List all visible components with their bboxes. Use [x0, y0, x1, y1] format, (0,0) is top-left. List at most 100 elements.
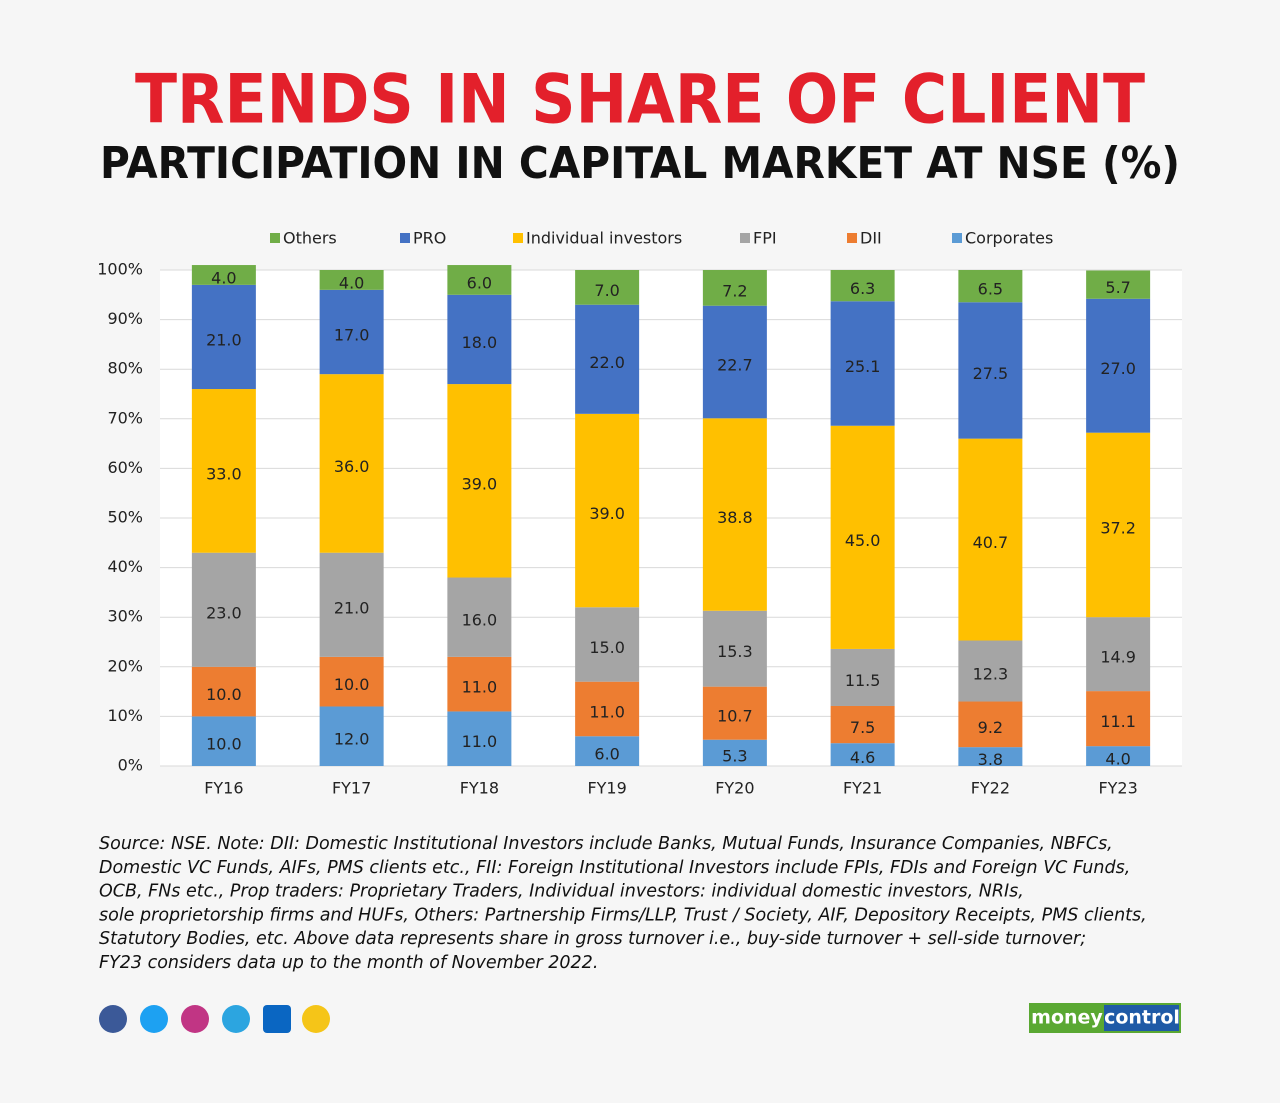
- bar-segment: [702, 610, 767, 687]
- instagram-icon[interactable]: [181, 1005, 209, 1033]
- social-icons: [99, 1005, 330, 1033]
- bar-segment: [702, 270, 767, 306]
- bar-segment: [319, 374, 384, 553]
- logo-text: control: [1104, 1007, 1180, 1029]
- data-label: 10.0: [334, 675, 370, 694]
- data-label: 22.0: [589, 353, 625, 372]
- data-label: 6.5: [978, 280, 1003, 299]
- data-label: 16.0: [462, 611, 498, 630]
- data-label: 39.0: [589, 504, 625, 523]
- data-label: 22.7: [717, 356, 753, 375]
- bar-segment: [830, 301, 895, 426]
- bar-segment: [447, 577, 512, 657]
- data-label: 11.0: [589, 702, 625, 721]
- y-tick-label: 20%: [107, 656, 143, 675]
- bar-segment: [191, 716, 256, 766]
- y-tick-label: 50%: [107, 508, 143, 527]
- bar-segment: [1086, 691, 1151, 747]
- koo-icon[interactable]: [302, 1005, 330, 1033]
- bar-segment: [319, 270, 384, 290]
- facebook-icon[interactable]: [99, 1005, 127, 1033]
- data-label: 39.0: [462, 474, 498, 493]
- data-label: 4.6: [850, 748, 875, 767]
- bar-segment: [191, 265, 256, 285]
- data-label: 11.5: [845, 671, 881, 690]
- bar-segment: [958, 438, 1023, 641]
- linkedin-icon[interactable]: [263, 1005, 291, 1033]
- data-label: 3.8: [978, 750, 1003, 769]
- bar-segment: [1086, 617, 1151, 692]
- bar-segment: [830, 425, 895, 649]
- data-label: 17.0: [334, 326, 370, 345]
- legend-swatch: [740, 233, 750, 243]
- legend-label: FPI: [753, 229, 777, 248]
- legend-label: PRO: [413, 229, 446, 248]
- bar-segment: [575, 607, 640, 682]
- data-label: 7.0: [594, 281, 619, 300]
- bar-segment: [958, 302, 1023, 439]
- legend-swatch: [847, 233, 857, 243]
- bar-segment: [958, 701, 1023, 748]
- data-label: 10.0: [206, 685, 242, 704]
- source-note: Statutory Bodies, etc. Above data repres…: [99, 929, 1086, 949]
- data-label: 12.3: [973, 665, 1009, 684]
- legend-label: DII: [860, 229, 882, 248]
- data-label: 5.3: [722, 746, 747, 765]
- bar-segment: [1086, 270, 1151, 299]
- bar-segment: [1086, 746, 1151, 766]
- data-label: 40.7: [973, 533, 1009, 552]
- data-label: 12.0: [334, 730, 370, 749]
- bar-segment: [191, 389, 256, 553]
- bar-segment: [447, 711, 512, 766]
- data-label: 6.0: [594, 745, 619, 764]
- x-tick-label: FY20: [715, 779, 754, 798]
- data-label: 45.0: [845, 531, 881, 550]
- bar-segment: [958, 270, 1023, 303]
- bar-segment: [575, 413, 640, 608]
- data-label: 11.0: [462, 678, 498, 697]
- data-label: 4.0: [1105, 750, 1130, 769]
- data-label: 9.2: [978, 718, 1003, 737]
- bar-segment: [830, 270, 895, 302]
- y-tick-label: 0%: [118, 756, 143, 775]
- bar-segment: [830, 705, 895, 744]
- bar-segment: [702, 418, 767, 611]
- bar-segment: [575, 304, 640, 414]
- data-label: 27.0: [1100, 359, 1136, 378]
- data-label: 15.0: [589, 638, 625, 657]
- logo-bg-right: [1104, 1005, 1179, 1031]
- bar-segment: [447, 384, 512, 578]
- data-label: 21.0: [206, 330, 242, 349]
- legend-swatch: [952, 233, 962, 243]
- data-label: 25.1: [845, 357, 881, 376]
- data-label: 7.5: [850, 718, 875, 737]
- bar-segment: [319, 552, 384, 657]
- x-tick-label: FY17: [332, 779, 371, 798]
- bar-segment: [191, 552, 256, 667]
- data-label: 36.0: [334, 457, 370, 476]
- x-tick-label: FY23: [1098, 779, 1137, 798]
- bar-segment: [447, 294, 512, 385]
- bar-segment: [447, 265, 512, 295]
- data-label: 11.0: [462, 732, 498, 751]
- legend-swatch: [270, 233, 280, 243]
- y-tick-label: 100%: [97, 260, 143, 279]
- y-tick-label: 70%: [107, 408, 143, 427]
- bar-segment: [830, 648, 895, 706]
- data-label: 27.5: [973, 364, 1009, 383]
- twitter-icon[interactable]: [140, 1005, 168, 1033]
- data-label: 38.8: [717, 508, 753, 527]
- bar-segment: [575, 270, 640, 305]
- data-label: 11.1: [1100, 712, 1136, 731]
- bar-segment: [575, 736, 640, 766]
- bar-segment: [830, 743, 895, 766]
- y-tick-label: 10%: [107, 706, 143, 725]
- bar-segment: [191, 666, 256, 717]
- data-label: 6.0: [467, 273, 492, 292]
- telegram-icon[interactable]: [222, 1005, 250, 1033]
- data-label: 10.0: [206, 735, 242, 754]
- data-label: 33.0: [206, 464, 242, 483]
- bar-segment: [702, 739, 767, 766]
- data-label: 14.9: [1100, 648, 1136, 667]
- bar-segment: [319, 656, 384, 707]
